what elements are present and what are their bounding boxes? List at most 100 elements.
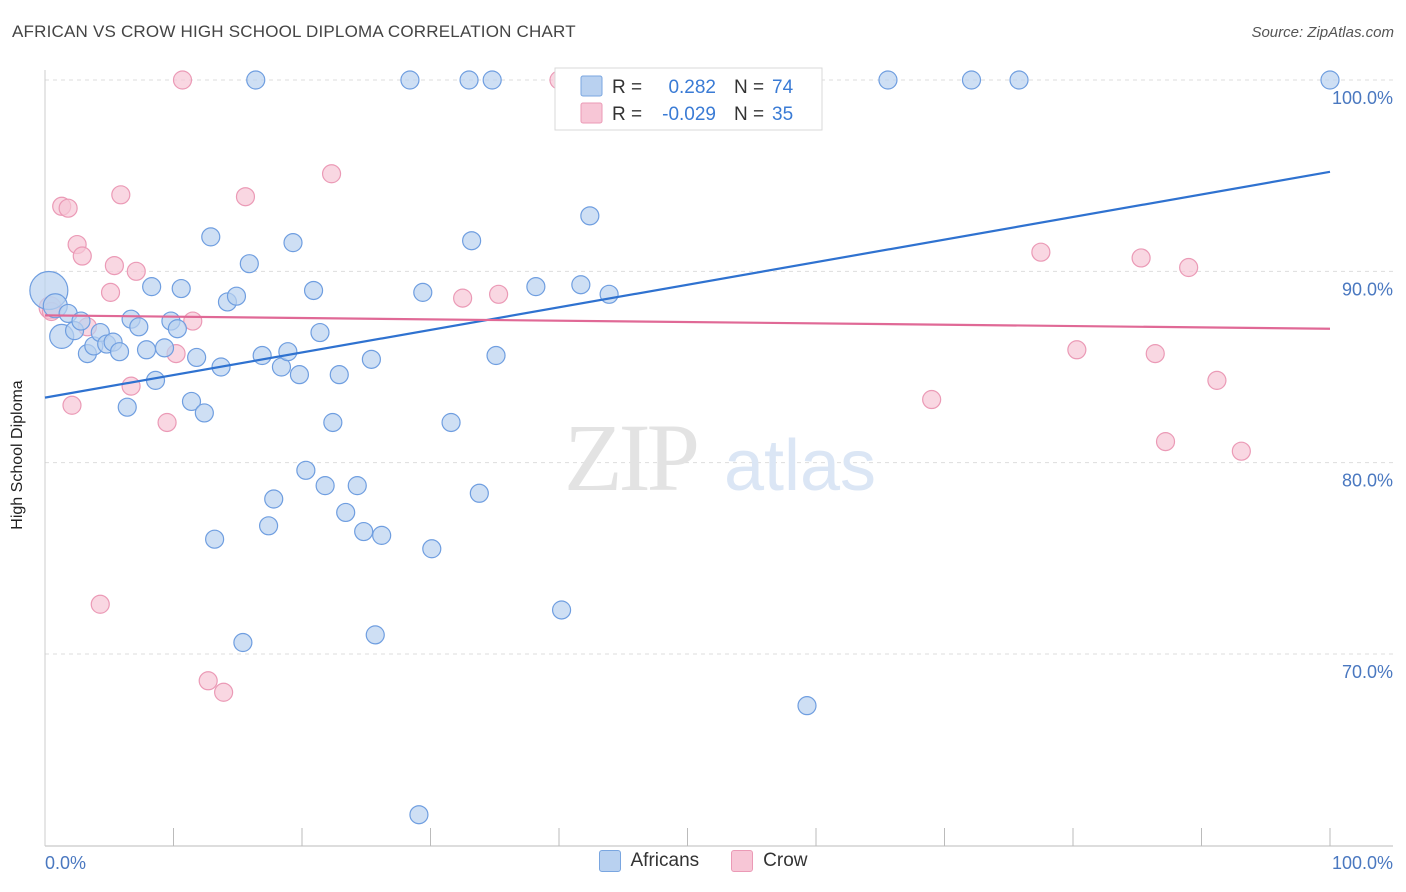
africans-point-70 [961, 70, 982, 90]
source-credit: Source: ZipAtlas.com [1251, 24, 1394, 41]
legend-n-label-africans: N = [734, 77, 764, 98]
africans-point-56 [441, 412, 461, 433]
legend-item-crow[interactable]: Crow [731, 850, 807, 872]
africans-point-55 [422, 539, 442, 559]
africans-point-20 [167, 319, 187, 339]
crow-trend-line [44, 314, 1331, 330]
africans-point-54 [413, 282, 433, 302]
africans-point-64 [571, 275, 591, 295]
x-tick-label-max: 100.0% [1332, 853, 1393, 873]
africans-point-46 [336, 502, 356, 523]
africans-point-42 [310, 322, 330, 343]
correlation-legend: R = 0.282 N = 74 R = -0.029 N = 35 [554, 67, 823, 131]
crow-swatch [731, 850, 754, 872]
africans-point-30 [233, 632, 253, 653]
y-tick-label-1: 90.0% [1342, 279, 1393, 299]
legend-r-label-crow: R = [612, 104, 642, 125]
crow-point-5 [72, 246, 92, 266]
x-ticks [173, 828, 1331, 846]
africans-point-16 [142, 277, 162, 297]
gridlines [45, 79, 1393, 655]
africans-point-43 [315, 476, 335, 496]
crow-point-26 [1031, 242, 1051, 262]
legend-n-label-crow: N = [734, 104, 764, 125]
africans-point-60 [482, 70, 502, 90]
africans-point-31 [239, 254, 259, 274]
x-tick-label-min: 0.0% [45, 853, 86, 873]
africans-point-32 [246, 70, 266, 90]
crow-point-3 [62, 395, 82, 415]
africans-point-57 [459, 70, 479, 90]
crow-point-32 [1207, 370, 1227, 390]
crow-point-30 [1155, 432, 1176, 452]
crow-label: Crow [763, 850, 808, 871]
crow-point-10 [111, 185, 131, 205]
africans-point-33 [252, 345, 272, 366]
africans-point-52 [400, 70, 420, 90]
y-tick-labels: 100.0% 90.0% 80.0% 70.0% [1332, 88, 1393, 682]
crow-point-22 [489, 284, 509, 304]
legend-r-label-africans: R = [612, 77, 642, 98]
africans-point-58 [462, 231, 482, 251]
africans-point-14 [129, 317, 149, 337]
africans-point-35 [264, 489, 284, 509]
africans-point-53 [409, 805, 429, 825]
crow-point-9 [104, 255, 124, 276]
y-tick-label-2: 80.0% [1342, 471, 1393, 491]
africans-point-59 [469, 483, 489, 503]
africans-point-18 [154, 338, 175, 358]
crow-point-2 [58, 198, 78, 218]
crow-point-28 [1131, 248, 1151, 268]
crow-point-20 [321, 164, 342, 184]
africans-trend-line [44, 170, 1331, 399]
africans-point-29 [226, 286, 247, 306]
watermark: ZIP atlas [564, 404, 876, 511]
africans-point-72 [1320, 70, 1340, 90]
africans-point-34 [258, 516, 279, 536]
legend-r-value-crow: -0.029 [662, 104, 716, 125]
legend-n-value-crow: 35 [772, 104, 793, 125]
africans-point-63 [551, 600, 572, 620]
crow-point-29 [1145, 344, 1165, 364]
africans-point-47 [347, 476, 367, 496]
crow-point-19 [235, 187, 256, 207]
crow-point-31 [1179, 257, 1199, 278]
africans-point-26 [205, 529, 225, 549]
crow-point-15 [172, 70, 193, 90]
crow-point-13 [157, 412, 177, 433]
crow-point-18 [214, 682, 234, 702]
africans-point-65 [580, 206, 600, 226]
africans-point-50 [365, 625, 385, 645]
crow-point-12 [126, 261, 146, 281]
africans-point-68 [797, 696, 817, 716]
legend-item-africans[interactable]: Africans [598, 850, 700, 872]
africans-point-25 [201, 227, 221, 247]
watermark-atlas: atlas [724, 426, 876, 506]
africans-point-48 [354, 521, 374, 542]
axes [44, 70, 1393, 847]
crow-point-25 [922, 389, 942, 410]
legend-n-value-africans: 74 [772, 77, 794, 98]
africans-point-69 [878, 70, 898, 90]
crow-point-33 [1231, 441, 1251, 461]
y-tick-label-3: 70.0% [1342, 662, 1393, 682]
africans-swatch [598, 850, 621, 872]
africans-point-62 [526, 277, 546, 297]
africans-point-23 [187, 347, 207, 368]
africans-point-49 [361, 349, 381, 369]
africans-point-38 [283, 233, 303, 253]
africans-point-24 [194, 403, 214, 423]
africans-label: Africans [630, 850, 700, 871]
legend-r-value-africans: 0.282 [668, 77, 716, 98]
africans-point-40 [296, 460, 316, 480]
africans-point-71 [1009, 70, 1029, 90]
legend-swatch-crow [580, 102, 603, 124]
africans-point-37 [278, 342, 298, 362]
crow-point-11 [121, 376, 141, 396]
crow-point-7 [90, 594, 110, 614]
africans-point-15 [136, 340, 157, 360]
series-legend: Africans Crow [0, 850, 1406, 872]
africans-point-41 [303, 280, 324, 301]
africans-point-11 [109, 342, 130, 362]
africans-point-61 [486, 345, 506, 366]
